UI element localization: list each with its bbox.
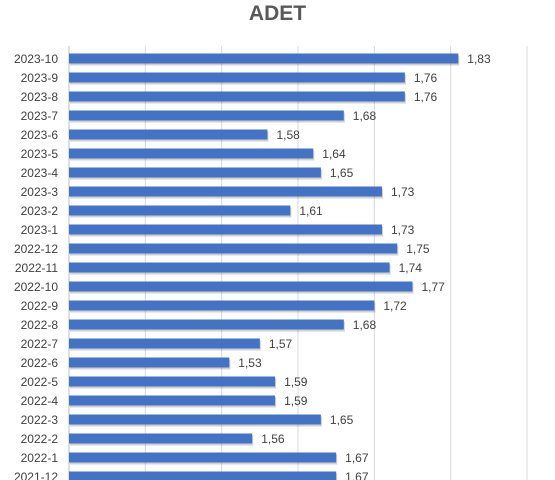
bar bbox=[69, 452, 337, 463]
category-label: 2023-9 bbox=[21, 71, 59, 85]
category-label: 2022-8 bbox=[21, 318, 59, 332]
category-label: 2022-7 bbox=[21, 337, 59, 351]
value-label: 1,59 bbox=[284, 375, 308, 389]
bar bbox=[69, 129, 268, 140]
bar bbox=[69, 414, 321, 425]
bar bbox=[69, 110, 344, 121]
value-label: 1,61 bbox=[299, 204, 323, 218]
category-label: 2022-11 bbox=[15, 261, 58, 275]
value-label: 1,68 bbox=[353, 109, 377, 123]
category-label: 2022-1 bbox=[21, 451, 59, 465]
bar bbox=[69, 300, 375, 311]
bar bbox=[69, 72, 405, 83]
value-label: 1,58 bbox=[276, 128, 300, 142]
bar bbox=[69, 376, 276, 387]
bar bbox=[69, 281, 413, 292]
value-label: 1,73 bbox=[391, 185, 415, 199]
category-label: 2022-5 bbox=[21, 375, 59, 389]
value-label: 1,56 bbox=[261, 432, 285, 446]
value-label: 1,53 bbox=[238, 356, 262, 370]
category-label: 2022-6 bbox=[21, 356, 59, 370]
category-label: 2022-3 bbox=[21, 413, 59, 427]
value-label: 1,76 bbox=[414, 71, 438, 85]
category-label: 2022-4 bbox=[21, 394, 59, 408]
value-label: 1,65 bbox=[330, 166, 354, 180]
category-label: 2023-6 bbox=[21, 128, 59, 142]
bar bbox=[69, 471, 337, 480]
category-label: 2023-1 bbox=[21, 223, 59, 237]
category-label: 2023-5 bbox=[21, 147, 59, 161]
bar bbox=[69, 167, 321, 178]
value-label: 1,74 bbox=[399, 261, 423, 275]
category-label: 2023-8 bbox=[21, 90, 59, 104]
category-label: 2023-2 bbox=[21, 204, 59, 218]
value-label: 1,57 bbox=[269, 337, 293, 351]
category-label: 2022-2 bbox=[21, 432, 59, 446]
bar bbox=[69, 262, 390, 273]
bar bbox=[69, 433, 253, 444]
bar bbox=[69, 319, 344, 330]
value-label: 1,75 bbox=[406, 242, 430, 256]
bar bbox=[69, 224, 382, 235]
category-label: 2022-9 bbox=[21, 299, 59, 313]
category-label: 2023-4 bbox=[21, 166, 59, 180]
value-label: 1,83 bbox=[467, 52, 491, 66]
category-label: 2023-3 bbox=[21, 185, 59, 199]
value-label: 1,72 bbox=[383, 299, 407, 313]
bars bbox=[69, 53, 460, 480]
labels: 2023-10 1,83 2023-9 1,76 2023-8 1,76 2023-7 1,6… bbox=[14, 52, 491, 480]
value-label: 1,67 bbox=[345, 470, 369, 480]
bar bbox=[69, 53, 459, 64]
category-label: 2023-7 bbox=[21, 109, 59, 123]
value-label: 1,59 bbox=[284, 394, 308, 408]
value-label: 1,73 bbox=[391, 223, 415, 237]
category-label: 2022-10 bbox=[14, 280, 58, 294]
bar bbox=[69, 338, 260, 349]
value-label: 1,77 bbox=[422, 280, 446, 294]
bar bbox=[69, 186, 382, 197]
value-label: 1,68 bbox=[353, 318, 377, 332]
bar bbox=[69, 357, 230, 368]
bar bbox=[69, 395, 276, 406]
value-label: 1,76 bbox=[414, 90, 438, 104]
value-label: 1,67 bbox=[345, 451, 369, 465]
category-label: 2022-12 bbox=[14, 242, 58, 256]
value-label: 1,65 bbox=[330, 413, 354, 427]
bar bbox=[69, 205, 291, 216]
category-label: 2021-12 bbox=[14, 470, 58, 480]
bar bbox=[69, 243, 398, 254]
category-label: 2023-10 bbox=[14, 52, 58, 66]
bar bbox=[69, 91, 405, 102]
value-label: 1,64 bbox=[322, 147, 346, 161]
bar bbox=[69, 148, 314, 159]
chart-title: ADET bbox=[248, 2, 307, 25]
